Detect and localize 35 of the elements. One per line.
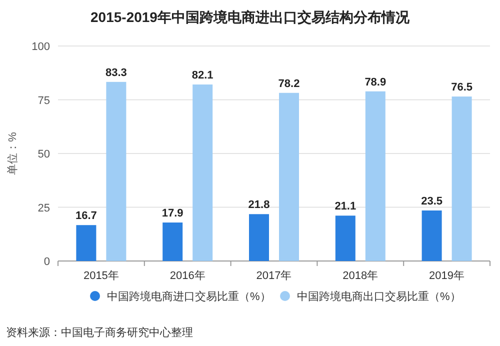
- x-tick-label: 2019年: [429, 270, 465, 282]
- data-label: 78.9: [364, 76, 386, 88]
- bar: [452, 96, 472, 261]
- data-label: 76.5: [451, 82, 473, 94]
- y-tick-label: 0: [44, 256, 50, 268]
- data-label: 16.7: [75, 210, 97, 222]
- y-tick-label: 75: [38, 94, 50, 107]
- x-tick-label: 2016年: [170, 270, 206, 282]
- data-label: 17.9: [162, 208, 184, 220]
- x-tick-label: 2018年: [342, 270, 378, 282]
- legend-label: 中国跨境电商进口交易比重（%）: [107, 290, 271, 303]
- y-tick-label: 50: [38, 148, 50, 160]
- x-tick-label: 2015年: [83, 270, 119, 282]
- bar: [76, 225, 96, 261]
- bar: [192, 84, 213, 261]
- bar: [335, 216, 356, 261]
- bar: [162, 222, 183, 261]
- legend-label: 中国跨境电商出口交易比重（%）: [297, 290, 461, 303]
- y-tick-label: 25: [38, 202, 50, 214]
- bar: [279, 92, 299, 261]
- data-label: 78.2: [278, 78, 300, 90]
- data-label: 21.8: [248, 199, 270, 212]
- data-label: 23.5: [421, 195, 443, 208]
- bar: [249, 214, 269, 261]
- data-label: 21.1: [334, 200, 356, 213]
- y-axis-title: 单位：%: [6, 132, 19, 175]
- x-tick-label: 2017年: [256, 270, 292, 282]
- bar: [106, 82, 126, 261]
- y-tick-label: 100: [32, 41, 50, 53]
- chart-title: 2015-2019年中国跨境电商进出口交易结构分布情况: [90, 9, 410, 25]
- bar: [422, 210, 442, 261]
- data-label: 82.1: [192, 69, 214, 82]
- data-label: 83.3: [105, 66, 127, 79]
- text: 资料来源：中国电子商务研究中心整理: [6, 326, 193, 339]
- bar: [365, 91, 386, 261]
